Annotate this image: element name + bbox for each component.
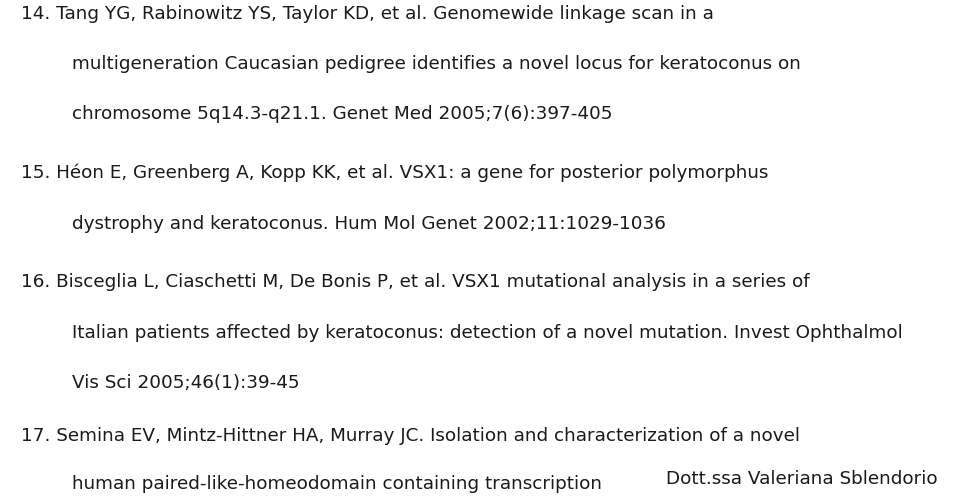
Text: multigeneration Caucasian pedigree identifies a novel locus for keratoconus on: multigeneration Caucasian pedigree ident… — [72, 55, 801, 73]
Text: Vis Sci 2005;46(1):39-45: Vis Sci 2005;46(1):39-45 — [72, 374, 299, 392]
Text: Dott.ssa Valeriana Sblendorio: Dott.ssa Valeriana Sblendorio — [667, 470, 938, 488]
Text: 16. Bisceglia L, Ciaschetti M, De Bonis P, et al. VSX1 mutational analysis in a : 16. Bisceglia L, Ciaschetti M, De Bonis … — [21, 273, 809, 291]
Text: chromosome 5q14.3-q21.1. Genet Med 2005;7(6):397-405: chromosome 5q14.3-q21.1. Genet Med 2005;… — [72, 105, 613, 123]
Text: human paired-like-homeodomain containing transcription: human paired-like-homeodomain containing… — [72, 475, 602, 493]
Text: 14. Tang YG, Rabinowitz YS, Taylor KD, et al. Genomewide linkage scan in a: 14. Tang YG, Rabinowitz YS, Taylor KD, e… — [21, 5, 713, 23]
Text: 15. Héon E, Greenberg A, Kopp KK, et al. VSX1: a gene for posterior polymorphus: 15. Héon E, Greenberg A, Kopp KK, et al.… — [21, 164, 768, 182]
Text: Italian patients affected by keratoconus: detection of a novel mutation. Invest : Italian patients affected by keratoconus… — [72, 324, 902, 342]
Text: dystrophy and keratoconus. Hum Mol Genet 2002;11:1029-1036: dystrophy and keratoconus. Hum Mol Genet… — [72, 215, 666, 233]
Text: 17. Semina EV, Mintz-Hittner HA, Murray JC. Isolation and characterization of a : 17. Semina EV, Mintz-Hittner HA, Murray … — [21, 426, 800, 445]
